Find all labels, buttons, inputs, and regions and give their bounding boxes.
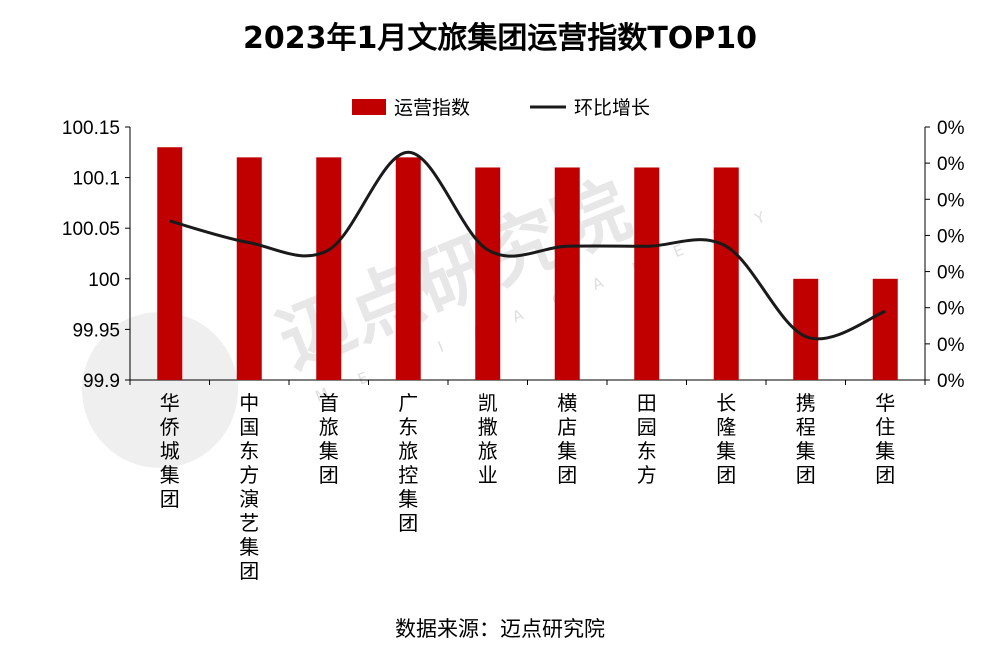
bar (793, 278, 819, 380)
category-label: 凯撒旅业 (478, 391, 498, 487)
bar (475, 167, 501, 380)
y-left-tick-label: 100.05 (62, 219, 120, 240)
category-label: 长隆集团 (716, 391, 736, 487)
bar (713, 167, 739, 380)
y-right-tick-label: 0% (937, 154, 965, 175)
watermark: 迈点研究院 M E D I A A C A D E M Y (82, 166, 781, 468)
legend-line-label: 环比增长 (574, 97, 650, 119)
bar (395, 157, 421, 380)
y-right-tick-label: 0% (937, 335, 965, 356)
growth-line-series (169, 150, 886, 341)
category-label: 携程集团 (796, 391, 816, 487)
source-note: 数据来源：迈点研究院 (395, 617, 605, 641)
category-label: 中国东方演艺集团 (239, 391, 259, 583)
legend: 运营指数 环比增长 (352, 97, 650, 119)
y-right-tick-label: 0% (937, 118, 965, 139)
chart-title: 2023年1月文旅集团运营指数TOP10 (243, 21, 757, 56)
y-right-tick-label: 0% (937, 299, 965, 320)
bar (634, 167, 660, 380)
x-axis-ticks (129, 380, 926, 385)
y-left-tick-label: 99.9 (83, 371, 120, 392)
bar-series (157, 147, 898, 380)
category-label: 华住集团 (875, 391, 895, 487)
bar (872, 278, 898, 380)
y-right-tick-label: 0% (937, 371, 965, 392)
bar (157, 147, 183, 380)
y-left-tick-label: 100.1 (72, 169, 120, 190)
bar (236, 157, 262, 380)
y-axis-left-ticks: 99.9 99.95 100 100.05 100.1 100.15 (62, 118, 130, 392)
category-label: 田园东方 (637, 391, 657, 487)
watermark-logo-circle (82, 312, 238, 468)
category-label: 华侨城集团 (160, 391, 180, 511)
y-left-tick-label: 100.15 (62, 118, 120, 139)
category-label: 横店集团 (557, 391, 577, 487)
y-right-tick-label: 0% (937, 190, 965, 211)
y-right-tick-label: 0% (937, 263, 965, 284)
legend-bar-swatch (352, 99, 386, 115)
y-left-tick-label: 99.95 (72, 320, 120, 341)
legend-bar-label: 运营指数 (394, 97, 470, 119)
bar (554, 167, 580, 380)
category-label: 广东旅控集团 (398, 391, 418, 535)
category-labels: 华侨城集团 中国东方演艺集团 首旅集团 广东旅控集团 凯撒旅业 横店集团 田园东方 长隆集团 携… (160, 391, 896, 583)
y-axis-right-ticks: 0% 0% 0% 0% 0% 0% 0% 0% (925, 118, 965, 392)
y-right-tick-label: 0% (937, 226, 965, 247)
category-label: 首旅集团 (319, 391, 339, 487)
y-left-tick-label: 100 (88, 270, 120, 291)
bar (316, 157, 342, 380)
